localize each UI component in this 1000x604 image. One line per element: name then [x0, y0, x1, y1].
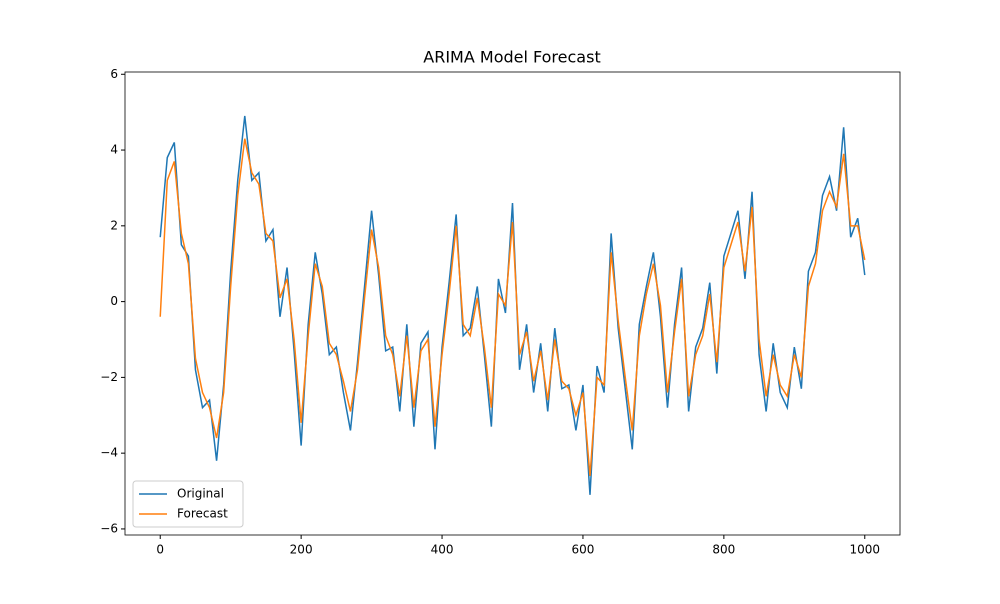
- y-tick-label: 6: [110, 67, 118, 81]
- y-tick-label: −4: [100, 446, 118, 460]
- y-tick-label: 2: [110, 218, 118, 232]
- chart-title: ARIMA Model Forecast: [423, 48, 600, 67]
- series-line: [159, 115, 866, 495]
- x-tick-label: 600: [572, 543, 595, 557]
- y-tick-label: 4: [110, 143, 118, 157]
- y-tick-label: 0: [110, 294, 118, 308]
- legend-label: Forecast: [177, 507, 228, 521]
- x-tick-label: 0: [156, 543, 164, 557]
- legend-box: [132, 480, 244, 528]
- legend: Original Forecast: [132, 480, 244, 528]
- x-tick-label: 200: [290, 543, 313, 557]
- x-tick-label: 1000: [849, 543, 880, 557]
- plot-frame: [124, 71, 901, 536]
- series-line: [159, 138, 866, 476]
- y-tick-label: −6: [100, 521, 118, 535]
- x-tick-label: 800: [712, 543, 735, 557]
- x-tick-label: 400: [431, 543, 454, 557]
- y-tick-label: −2: [100, 370, 118, 384]
- legend-label: Original: [177, 487, 224, 501]
